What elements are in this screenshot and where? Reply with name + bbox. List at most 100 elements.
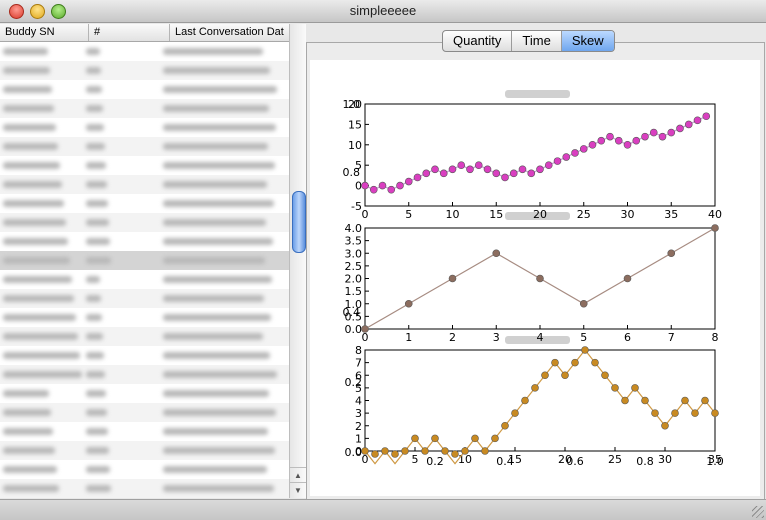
chart-1-data-point (404, 177, 413, 186)
chart-3-ytick-label: 7 (355, 357, 362, 370)
minimize-window-button[interactable] (30, 4, 45, 19)
chart-2-xtick-label: 2 (449, 331, 456, 344)
table-row[interactable] (0, 194, 289, 213)
chart-1-data-point (623, 141, 632, 149)
chart-3-data-point (651, 409, 659, 417)
chart-1-data-point (369, 185, 378, 194)
overlay-tick-label: 0.4 (496, 455, 514, 468)
chart-2-ytick-label: 3.0 (345, 247, 363, 260)
chart-1-data-point (658, 132, 667, 141)
column-header-buddy-sn[interactable]: Buddy SN (0, 24, 89, 41)
redacted-count (86, 48, 100, 55)
chart-3-data-point (681, 396, 689, 405)
table-row[interactable] (0, 118, 289, 137)
table-row[interactable] (0, 232, 289, 251)
chart-tabs: Quantity Time Skew (442, 30, 615, 52)
tab-skew[interactable]: Skew (561, 31, 614, 51)
chart-1-data-point (588, 141, 597, 149)
chart-3-ytick-label: 2 (355, 420, 362, 433)
redacted-date (163, 466, 267, 473)
table-row[interactable] (0, 137, 289, 156)
chart-1-ytick-label: 5 (355, 159, 362, 172)
redacted-count (86, 105, 103, 112)
table-row[interactable] (0, 61, 289, 80)
redacted-buddy-sn (3, 409, 51, 416)
chart-1-xtick-label: 30 (621, 208, 635, 221)
resize-grip-icon[interactable] (752, 506, 764, 518)
chart-2-ytick-label: 3.5 (345, 235, 363, 248)
chart-2-data-point (536, 274, 544, 283)
column-header-count[interactable]: # (89, 24, 170, 41)
scroll-down-arrow-icon[interactable]: ▼ (290, 482, 306, 498)
redacted-date (163, 485, 274, 492)
overlay-tick-label: 1.0 (343, 98, 361, 111)
chart-1-xtick-label: 35 (664, 208, 678, 221)
close-window-button[interactable] (9, 4, 24, 19)
chart-3-data-point (641, 396, 649, 405)
scroll-up-arrow-icon[interactable]: ▲ (290, 467, 306, 483)
redacted-buddy-sn (3, 124, 56, 131)
redacted-count (86, 314, 102, 321)
chart-2-xtick-label: 8 (712, 331, 719, 344)
chart-1-ytick-label: 20 (348, 98, 362, 111)
table-row[interactable] (0, 422, 289, 441)
redacted-subplot-title-1 (505, 90, 570, 98)
table-row[interactable] (0, 175, 289, 194)
chart-3-data-point (661, 421, 669, 430)
chart-1-series-line (364, 115, 707, 191)
chart-3-data-point (411, 434, 419, 443)
table-row[interactable] (0, 365, 289, 384)
plot-area: 0 5 10 15 20 25 30 35 40 -5 0 5 10 15 20 0 1 2 3 4 5 6 7 8 0.0 0.… (310, 60, 760, 496)
table-row[interactable] (0, 42, 289, 61)
redacted-buddy-sn (3, 200, 64, 207)
chart-1-data-point (518, 165, 527, 174)
chart-1-data-point (562, 153, 571, 161)
column-header-last-conversation-date[interactable]: Last Conversation Dat (175, 26, 284, 38)
chart-3-xtick-label: 30 (658, 453, 672, 466)
table-row[interactable] (0, 270, 289, 289)
table-row[interactable] (0, 479, 289, 498)
redacted-buddy-sn (3, 162, 60, 169)
table-row[interactable] (0, 156, 289, 175)
chart-3-data-point (531, 384, 539, 392)
chart-3-xtick-label: 5 (412, 453, 419, 466)
redacted-count (86, 124, 104, 131)
overlay-tick-label: 0.0 (345, 446, 363, 459)
table-row[interactable] (0, 80, 289, 99)
chart-1-data-point (483, 165, 492, 174)
table-row[interactable] (0, 289, 289, 308)
table-scrollbar[interactable]: ▲ ▼ (289, 24, 306, 498)
chart-3-data-point (581, 346, 589, 354)
chart-1-data-point (422, 169, 431, 178)
chart-1-data-point (553, 157, 562, 165)
tab-time[interactable]: Time (512, 31, 562, 51)
table-row[interactable] (0, 327, 289, 346)
chart-1-data-point (614, 136, 623, 145)
redacted-count (86, 181, 107, 188)
table-row[interactable] (0, 251, 289, 270)
redacted-count (86, 200, 108, 207)
table-row[interactable] (0, 441, 289, 460)
chart-1-data-point (676, 124, 684, 133)
chart-1-data-point (684, 120, 693, 129)
table-row[interactable] (0, 403, 289, 422)
table-row[interactable] (0, 99, 289, 118)
buddy-table[interactable]: Buddy SN # Last Conversation Dat (0, 24, 289, 498)
table-row[interactable] (0, 384, 289, 403)
table-row[interactable] (0, 460, 289, 479)
table-row[interactable] (0, 308, 289, 327)
chart-3-xtick-label: 35 (708, 453, 722, 466)
tab-quantity[interactable]: Quantity (443, 31, 513, 51)
chart-3-data-point (511, 409, 519, 417)
chart-1-ytick-label: -5 (351, 200, 362, 213)
redacted-date (163, 409, 276, 416)
table-rows (0, 42, 289, 498)
overlay-tick-label: 0.8 (343, 166, 361, 179)
redacted-count (86, 352, 104, 359)
chart-1-data-point (492, 169, 501, 178)
zoom-window-button[interactable] (51, 4, 66, 19)
table-row[interactable] (0, 213, 289, 232)
table-row[interactable] (0, 346, 289, 365)
chart-1-data-point (361, 181, 369, 190)
scrollbar-thumb[interactable] (292, 191, 306, 253)
